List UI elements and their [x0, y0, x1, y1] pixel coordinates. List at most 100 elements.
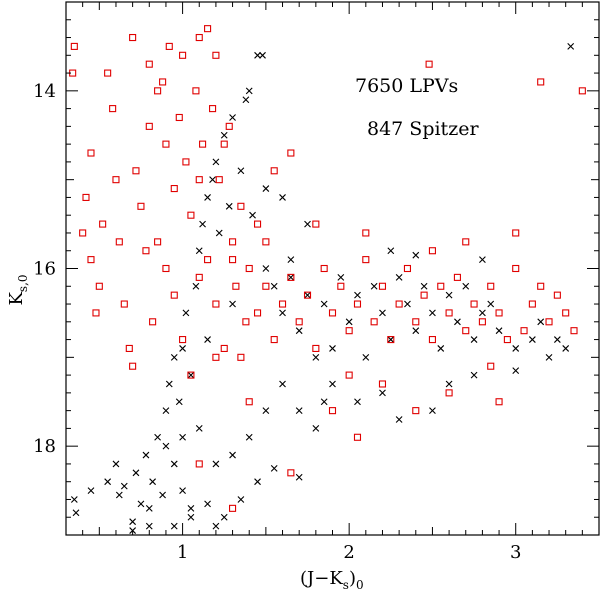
lpv-point	[279, 309, 286, 317]
lpv-point	[254, 51, 261, 59]
lpv-point	[187, 513, 195, 521]
lpv-point	[182, 309, 190, 317]
lpv-point	[254, 478, 261, 486]
spitzer-point	[187, 211, 195, 219]
lpv-point	[479, 256, 486, 264]
lpv-point	[212, 522, 220, 530]
lpv-point	[145, 522, 153, 530]
spitzer-point	[462, 327, 470, 335]
lpv-point	[170, 460, 178, 468]
lpv-point	[295, 473, 303, 481]
spitzer-point	[362, 256, 370, 264]
lpv-point	[512, 345, 520, 352]
lpv-point	[412, 327, 420, 335]
x-tick-label: 2	[343, 542, 354, 563]
spitzer-point	[520, 327, 528, 335]
spitzer-point	[328, 407, 337, 415]
lpv-point	[199, 220, 206, 228]
lpv-point	[245, 433, 253, 441]
spitzer-point	[437, 282, 445, 290]
spitzer-point	[170, 185, 178, 193]
y-axis-label-sub: s,0	[16, 274, 30, 292]
spitzer-point	[79, 229, 87, 237]
lpv-point	[495, 327, 503, 335]
lpv-point	[537, 318, 545, 326]
lpv-point	[387, 247, 395, 255]
lpv-point	[279, 194, 286, 201]
lpv-point	[354, 398, 361, 406]
lpv-point	[209, 176, 216, 184]
lpv-point	[295, 407, 303, 415]
lpv-point	[220, 513, 228, 521]
spitzer-point	[129, 362, 137, 370]
spitzer-point	[199, 140, 207, 148]
spitzer-point	[487, 362, 495, 370]
spitzer-point	[137, 202, 145, 210]
spitzer-point	[570, 327, 578, 335]
spitzer-point	[132, 167, 140, 175]
lpv-point	[70, 496, 78, 503]
spitzer-point	[337, 282, 345, 290]
lpv-point	[320, 300, 328, 308]
lpv-point	[192, 282, 200, 290]
spitzer-point	[545, 318, 553, 326]
lpv-point	[295, 327, 303, 335]
y-tick-labels: 14 16 18	[33, 81, 56, 457]
spitzer-point	[412, 407, 420, 415]
spitzer-point	[225, 122, 233, 130]
spitzer-point	[528, 300, 536, 308]
lpv-point	[262, 265, 270, 272]
spitzer-point	[495, 309, 503, 317]
spitzer-point	[312, 220, 320, 228]
lpv-point	[437, 345, 445, 352]
spitzer-point	[115, 238, 123, 246]
lpv-point	[404, 300, 411, 308]
lpv-point	[104, 478, 112, 486]
lpv-point	[162, 407, 170, 415]
lpv-point	[304, 220, 311, 228]
lpv-point	[562, 345, 570, 352]
lpv-point	[567, 43, 575, 50]
spitzer-point	[192, 87, 200, 95]
lpv-point	[170, 353, 178, 361]
annotation-spitzer-count: 847 Spitzer	[367, 118, 479, 140]
lpv-point	[204, 500, 211, 508]
lpv-point	[195, 247, 203, 255]
spitzer-point	[312, 344, 320, 353]
spitzer-point	[175, 113, 183, 122]
spitzer-point	[253, 309, 262, 317]
spitzer-point	[428, 247, 436, 255]
spitzer-point	[232, 282, 240, 290]
lpv-point	[312, 425, 320, 432]
lpv-point	[512, 367, 520, 375]
spitzer-point	[229, 504, 237, 512]
lpv-point	[270, 464, 278, 472]
lpv-point	[287, 273, 295, 281]
spitzer-point	[287, 149, 295, 157]
lpv-point	[387, 336, 395, 343]
lpv-point	[137, 500, 145, 508]
spitzer-point	[82, 193, 90, 201]
lpv-point	[249, 211, 256, 219]
lpv-point	[220, 131, 228, 139]
lpv-point	[204, 194, 211, 201]
spitzer-point	[453, 273, 461, 281]
spitzer-point	[287, 469, 295, 477]
spitzer-point	[129, 33, 137, 42]
spitzer-point	[182, 158, 190, 166]
lpv-point	[429, 407, 436, 415]
spitzer-point	[428, 336, 436, 344]
spitzer-point	[245, 264, 253, 273]
spitzer-point	[212, 300, 220, 308]
lpv-point	[175, 398, 183, 406]
lpv-point	[412, 251, 420, 259]
x-tick-labels: 1 2 3	[177, 542, 522, 563]
lpv-point	[395, 416, 403, 423]
spitzer-point	[403, 264, 412, 273]
spitzer-point	[104, 69, 112, 77]
lpv-point	[179, 487, 186, 494]
spitzer-point	[109, 105, 117, 113]
spitzer-point	[353, 433, 362, 441]
spitzer-point	[445, 389, 453, 397]
spitzer-point	[328, 309, 337, 317]
